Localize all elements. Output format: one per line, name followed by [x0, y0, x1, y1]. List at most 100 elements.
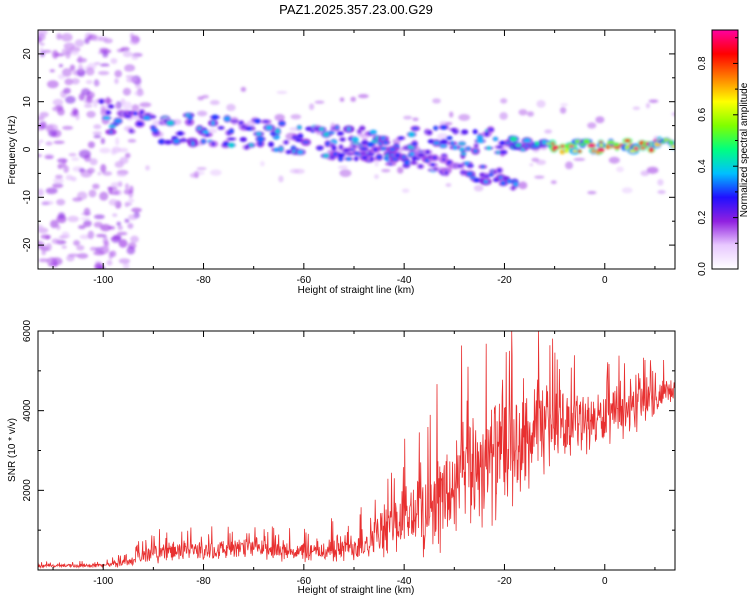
- heatmap-blob: [373, 147, 378, 152]
- heatmap-blob: [337, 165, 348, 170]
- heatmap-blob: [52, 182, 64, 189]
- spectrogram-x-axis-label: Height of straight line (km): [298, 285, 415, 296]
- heatmap-blob: [87, 167, 95, 174]
- heatmap-blob: [122, 51, 133, 58]
- heatmap-blob: [577, 149, 582, 153]
- heatmap-blob: [550, 180, 557, 185]
- heatmap-blob: [474, 144, 479, 148]
- heatmap-blob: [86, 95, 93, 103]
- heatmap-blob: [108, 199, 118, 206]
- heatmap-blob: [339, 169, 352, 178]
- heatmap-blob: [136, 122, 144, 126]
- heatmap-blob: [544, 129, 553, 134]
- snr-x-tick-label: -20: [497, 576, 512, 587]
- heatmap-blob: [94, 61, 101, 66]
- heatmap-blob: [460, 129, 469, 135]
- heatmap-blob: [78, 93, 86, 101]
- heatmap-blob: [223, 116, 231, 122]
- heatmap-blob: [45, 243, 52, 252]
- heatmap-blob: [39, 121, 47, 130]
- spectrogram-x-tick-label: 0: [602, 275, 608, 286]
- heatmap-blob: [354, 156, 358, 161]
- spectrogram-y-tick-label: -20: [22, 237, 33, 252]
- heatmap-blob: [114, 103, 120, 110]
- heatmap-blob: [61, 68, 72, 77]
- heatmap-blob: [456, 164, 464, 168]
- heatmap-blob: [332, 145, 336, 151]
- heatmap-blob: [56, 33, 62, 40]
- heatmap-blob: [173, 139, 180, 144]
- heatmap-blob: [608, 156, 620, 164]
- heatmap-blob: [131, 104, 140, 112]
- heatmap-blob: [273, 147, 279, 152]
- heatmap-blob: [209, 169, 222, 176]
- heatmap-blob: [425, 149, 431, 155]
- heatmap-blob: [207, 128, 218, 134]
- heatmap-blob: [139, 102, 152, 108]
- heatmap-blob: [106, 259, 113, 266]
- colorbar-scale: [711, 29, 739, 270]
- heatmap-blob: [211, 120, 215, 126]
- spectrogram-y-tick-label: 20: [22, 48, 33, 60]
- snr-x-tick-label: -80: [196, 576, 211, 587]
- heatmap-blob: [560, 144, 565, 148]
- heatmap-blob: [433, 141, 440, 145]
- heatmap-blob: [340, 137, 346, 142]
- heatmap-blob: [81, 88, 91, 96]
- heatmap-blob: [51, 238, 60, 244]
- heatmap-blob: [476, 138, 484, 144]
- heatmap-blob: [69, 64, 76, 71]
- heatmap-blob: [52, 98, 64, 106]
- heatmap-blob: [587, 191, 597, 195]
- heatmap-blob: [337, 131, 344, 136]
- spectrogram-x-tick-label: -40: [397, 275, 412, 286]
- heatmap-blob: [318, 127, 324, 131]
- heatmap-blob: [597, 147, 605, 153]
- heatmap-blob: [483, 175, 490, 178]
- heatmap-blob: [118, 180, 123, 188]
- heatmap-blob: [640, 170, 650, 177]
- heatmap-blob: [218, 126, 224, 130]
- heatmap-blob: [97, 265, 106, 269]
- heatmap-blob: [129, 128, 133, 133]
- heatmap-blob: [408, 131, 415, 138]
- heatmap-blob: [412, 117, 419, 122]
- heatmap-blob: [268, 141, 274, 147]
- heatmap-blob: [63, 42, 76, 50]
- heatmap-blob: [46, 123, 59, 132]
- heatmap-blob: [648, 99, 659, 103]
- heatmap-blob: [440, 124, 448, 130]
- heatmap-blob: [38, 139, 44, 143]
- heatmap-blob: [211, 141, 215, 146]
- heatmap-blob: [209, 99, 220, 106]
- heatmap-blob: [682, 103, 692, 110]
- heatmap-blob: [624, 139, 631, 143]
- heatmap-blob: [481, 165, 485, 169]
- heatmap-blob: [645, 102, 651, 109]
- heatmap-blob: [80, 217, 91, 221]
- heatmap-blob: [445, 183, 452, 187]
- heatmap-blob: [104, 240, 110, 247]
- heatmap-blob: [110, 250, 117, 258]
- snr-y-axis-label: SNR (10 * v/v): [7, 418, 18, 482]
- heatmap-blob: [67, 215, 79, 223]
- spectrogram-x-tick-label: -100: [93, 275, 113, 286]
- heatmap-blob: [249, 143, 253, 147]
- heatmap-blob: [559, 106, 567, 114]
- heatmap-blob: [61, 158, 67, 168]
- heatmap-blob: [94, 81, 101, 86]
- snr-x-tick-label: -40: [397, 576, 412, 587]
- heatmap-blob: [338, 156, 343, 162]
- heatmap-blob: [211, 114, 219, 120]
- snr-x-ticks: -100 -80 -60 -40 -20 0: [52, 331, 656, 587]
- heatmap-blob: [632, 106, 641, 110]
- heatmap-blob: [518, 109, 528, 116]
- heatmap-blob: [323, 132, 330, 137]
- heatmap-blob: [187, 115, 193, 121]
- heatmap-blob: [430, 163, 436, 167]
- heatmap-blob: [38, 188, 44, 197]
- colorbar-tick-label: 0.6: [697, 107, 708, 121]
- heatmap-blob: [524, 144, 529, 148]
- heatmap-blob: [116, 221, 121, 226]
- heatmap-blob: [275, 129, 281, 134]
